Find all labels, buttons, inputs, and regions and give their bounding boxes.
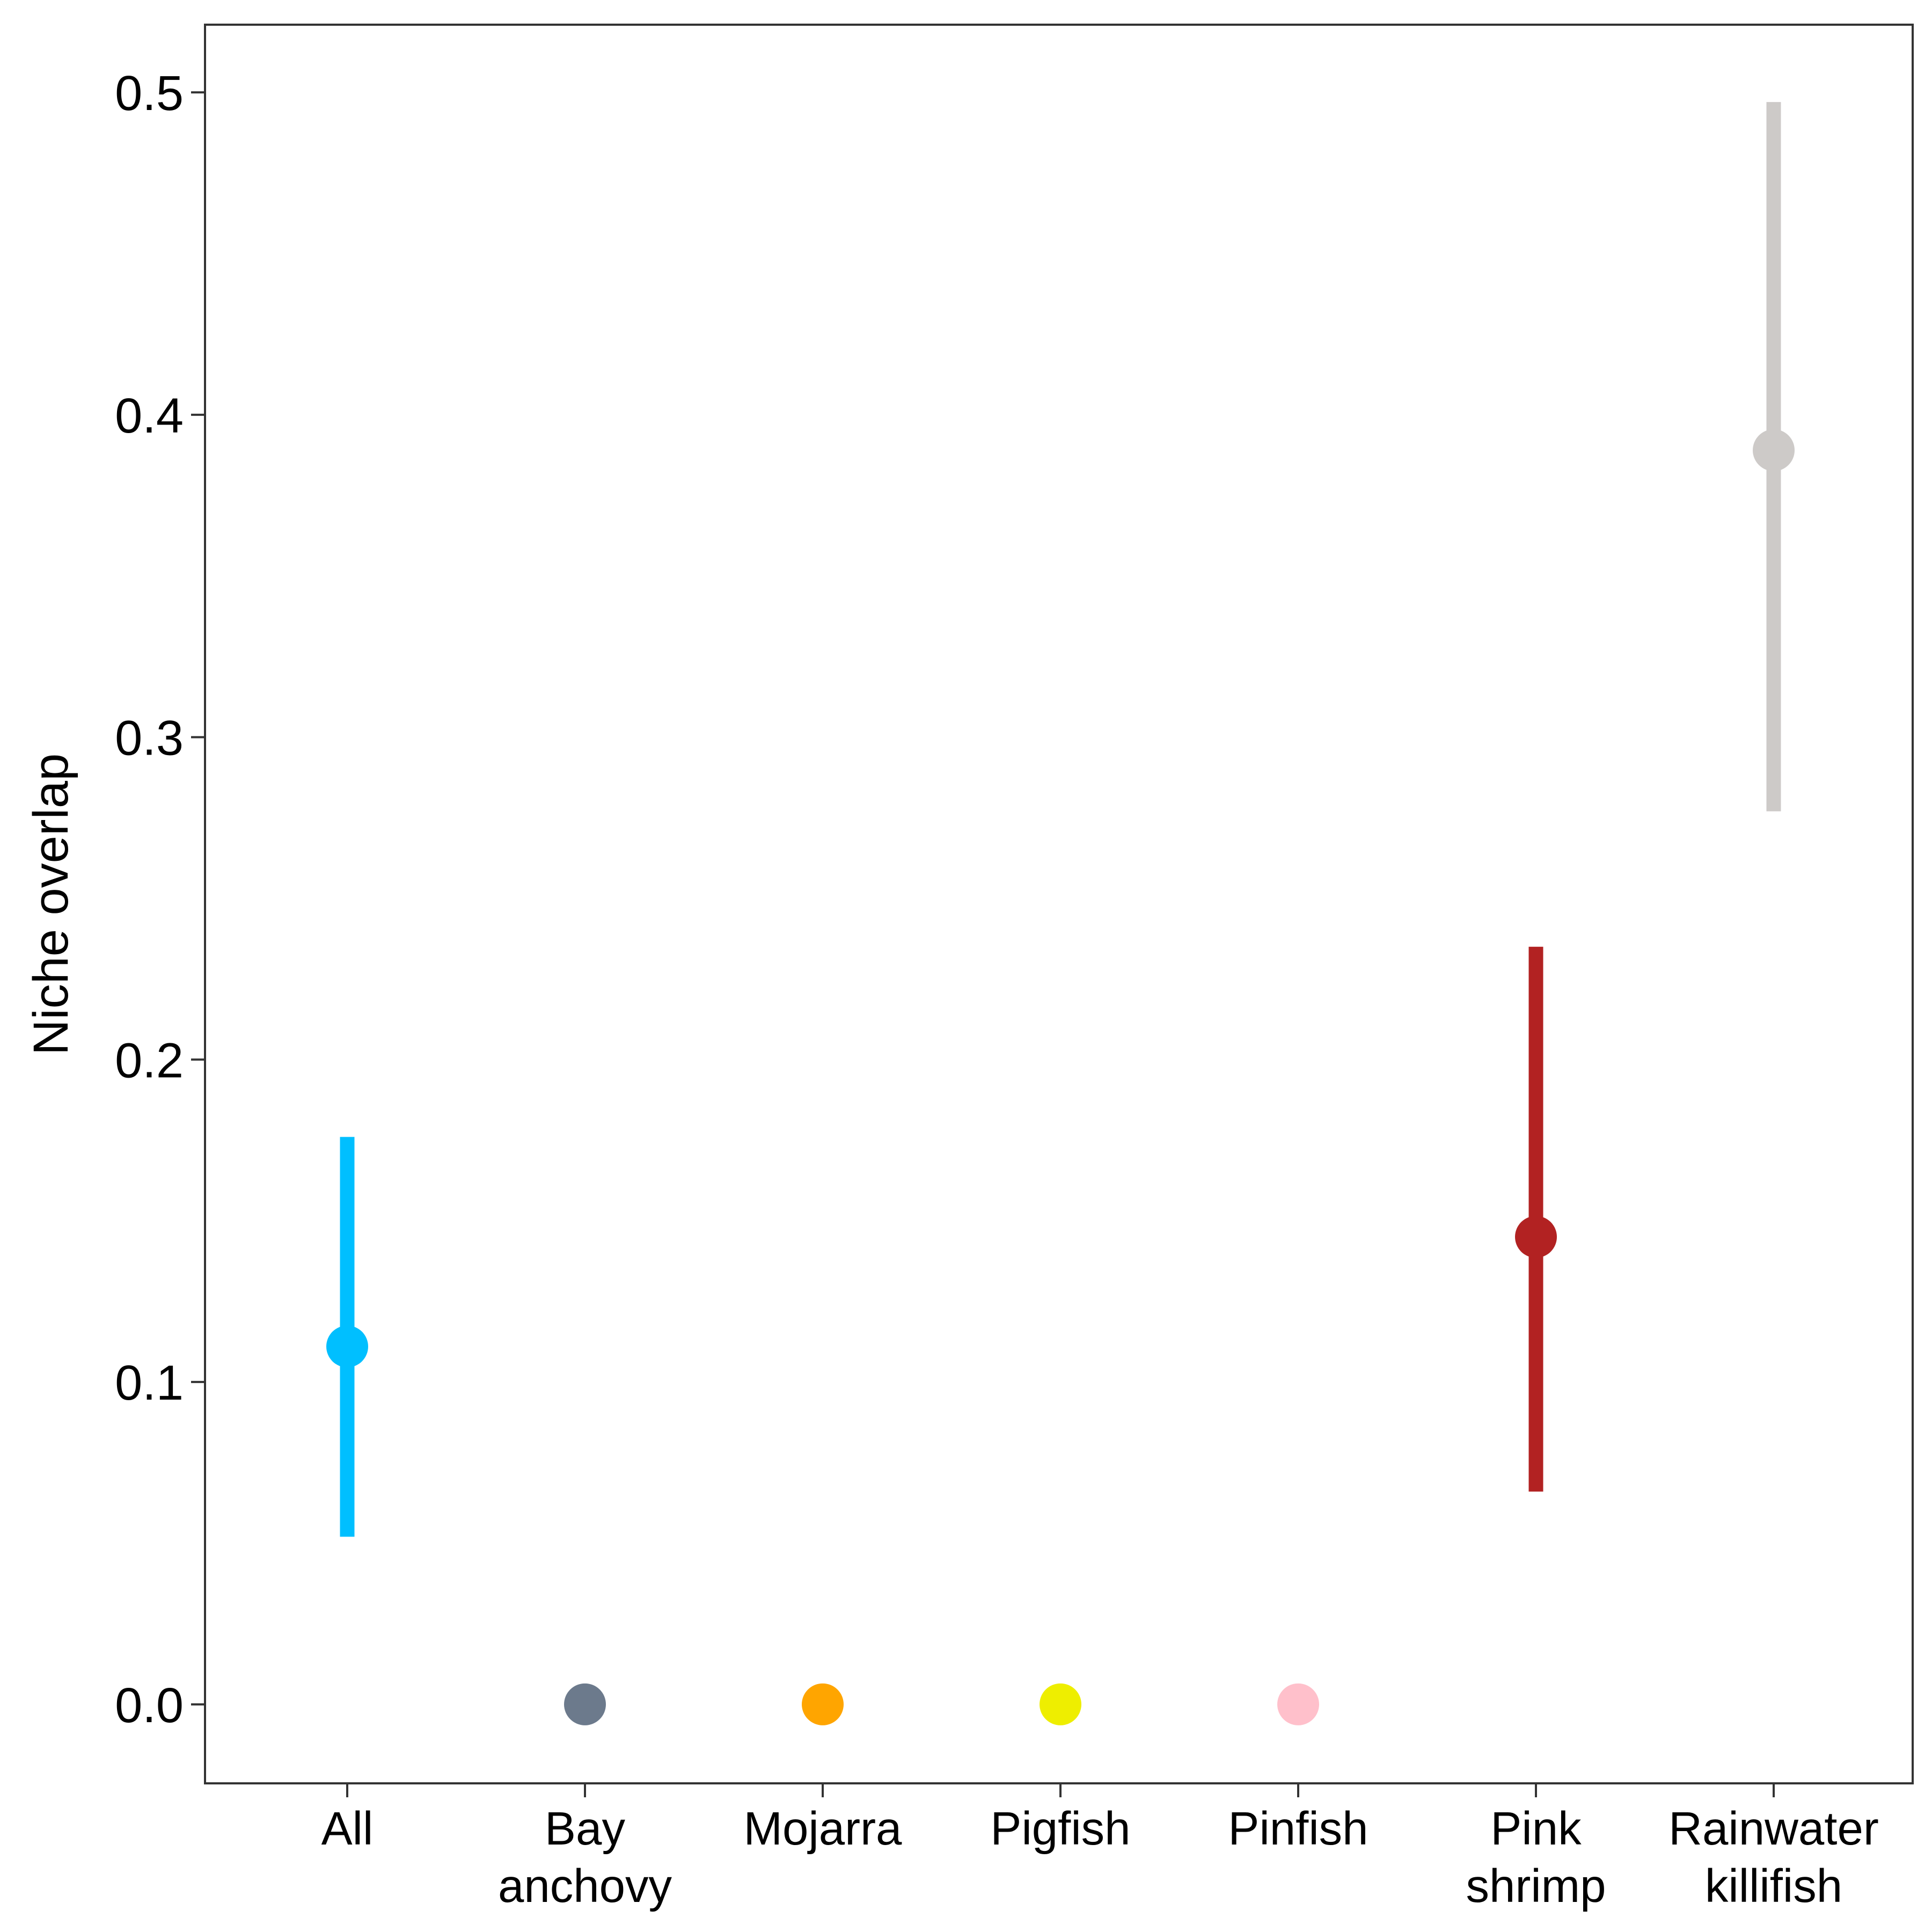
x-tick-label-line: Rainwater bbox=[1668, 1803, 1879, 1855]
data-point bbox=[1040, 1683, 1081, 1725]
y-tick-label: 0.5 bbox=[115, 66, 184, 121]
y-tick-label: 0.2 bbox=[115, 1033, 184, 1088]
y-tick-label: 0.0 bbox=[115, 1678, 184, 1733]
data-point bbox=[326, 1326, 368, 1368]
x-tick-label: Mojarra bbox=[744, 1803, 903, 1855]
plot-panel-border bbox=[204, 24, 1914, 1784]
x-tick-label-line: shrimp bbox=[1466, 1860, 1606, 1912]
data-point bbox=[802, 1683, 844, 1725]
x-tick-label-line: Bay bbox=[545, 1803, 625, 1855]
data-marks bbox=[326, 102, 1795, 1725]
x-tick-label-line: Pigfish bbox=[990, 1803, 1130, 1855]
y-axis-title: Niche overlap bbox=[24, 753, 78, 1056]
x-tick-label: Pink shrimp bbox=[1466, 1803, 1606, 1912]
x-tick-label: Rainwater killifish bbox=[1668, 1803, 1879, 1912]
y-axis: 0.0 0.1 0.2 0.3 0.4 0.5 bbox=[115, 66, 205, 1733]
data-point bbox=[1515, 1216, 1557, 1258]
x-tick-label: Bay anchovy bbox=[498, 1803, 672, 1912]
x-tick-label-line: Mojarra bbox=[744, 1803, 903, 1855]
x-tick-label-line: Pinfish bbox=[1228, 1803, 1368, 1855]
x-tick-label-line: Pink bbox=[1490, 1803, 1582, 1855]
y-tick-label: 0.4 bbox=[115, 389, 184, 443]
x-tick-label: All bbox=[321, 1803, 374, 1855]
data-point bbox=[1753, 429, 1795, 471]
x-axis: All Bay anchovy Mojarra Pigfish Pinfish Pink sh… bbox=[321, 1783, 1879, 1912]
y-tick-label: 0.1 bbox=[115, 1356, 184, 1410]
x-tick-label: Pinfish bbox=[1228, 1803, 1368, 1855]
data-point bbox=[564, 1683, 606, 1725]
x-tick-label: Pigfish bbox=[990, 1803, 1130, 1855]
x-tick-label-line: killifish bbox=[1705, 1860, 1842, 1912]
x-tick-label-line: anchovy bbox=[498, 1860, 672, 1912]
data-point bbox=[1277, 1683, 1319, 1725]
y-tick-label: 0.3 bbox=[115, 711, 184, 766]
x-tick-label-line: All bbox=[321, 1803, 374, 1855]
